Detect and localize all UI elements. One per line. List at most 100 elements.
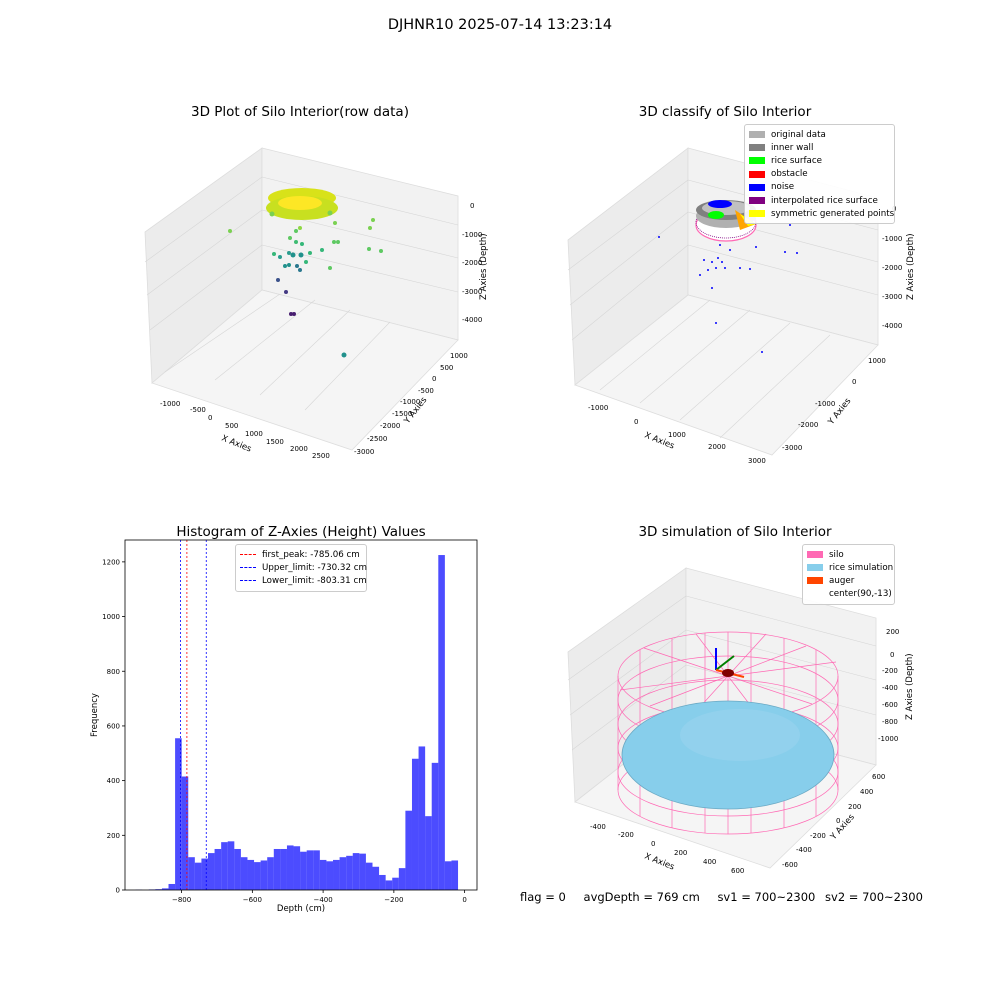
histogram-bar [306, 850, 314, 890]
histogram-ytick-label: 400 [107, 777, 120, 785]
p1-zlabel: Z Axies (Depth) [479, 233, 489, 300]
p1-xtick: -500 [190, 406, 206, 414]
p4-ytick: 0 [836, 817, 840, 825]
p2-ytick: 1000 [868, 357, 886, 365]
auger-glyph [715, 648, 745, 678]
p4-ztick: 200 [886, 628, 899, 636]
p4-ztick: 0 [890, 651, 894, 659]
histogram-xtick-label: −400 [313, 896, 332, 904]
panel1-title: 3D Plot of Silo Interior(row data) [191, 104, 409, 120]
legend-line [240, 554, 256, 556]
p1-xtick: 500 [225, 422, 238, 430]
histogram-bar [254, 862, 261, 890]
p4-ztick: -600 [882, 701, 898, 709]
p1-ytick: -3000 [354, 448, 374, 456]
histogram-bar [280, 848, 287, 890]
histogram-ylabel: Frequency [90, 693, 100, 737]
legend-swatch [807, 591, 823, 598]
p2-ztick: -1000 [882, 235, 902, 243]
legend-swatch [749, 210, 765, 218]
p2-xtick: 1000 [668, 431, 686, 439]
panel4-tick-labels: -400 -200 0 200 400 600 600 400 200 0 -2… [590, 628, 899, 875]
histogram-legend: first_peak: -785.06 cm Upper_limit: -730… [235, 544, 367, 592]
p1-ytick: -500 [418, 387, 434, 395]
p4-ylabel: Y Axies [828, 812, 857, 843]
p4-xtick: 200 [674, 849, 687, 857]
legend-label: interpolated rice surface [771, 195, 878, 206]
histogram-bar [398, 868, 406, 890]
p2-xtick: 0 [634, 418, 638, 426]
histogram-frame [124, 539, 478, 891]
legend-entry: obstacle [749, 168, 890, 181]
histogram-bar [418, 746, 426, 890]
p1-ytick: -2500 [367, 435, 387, 443]
histogram-bar [313, 850, 320, 890]
legend-label: Upper_limit: -730.32 cm [262, 562, 367, 573]
histogram-bar [214, 848, 222, 890]
legend-label: rice simulation [829, 562, 894, 573]
histogram-bar [267, 857, 274, 890]
legend-swatch [749, 183, 765, 191]
panel2-tick-labels: -1000 0 1000 2000 3000 1000 0 -1000 -200… [588, 205, 902, 465]
sv1-text: sv1 = 700~2300 [717, 890, 816, 904]
histogram-ytick-label: 0 [116, 887, 120, 895]
legend-entry: noise [749, 181, 890, 194]
p1-xtick: 2000 [290, 445, 308, 453]
legend-entry: silo [807, 548, 890, 561]
histogram-ytick-label: 1000 [102, 613, 120, 621]
histogram-xtick-label: −600 [243, 896, 262, 904]
p1-xtick: 0 [208, 414, 212, 422]
p2-ztick: -2000 [882, 264, 902, 272]
p4-ytick: -600 [782, 861, 798, 869]
legend-label: silo [829, 549, 844, 560]
legend-entry: rice simulation [807, 561, 894, 574]
histogram-ytick-label: 1200 [102, 558, 120, 566]
legend-label: center(90,-13) [829, 589, 892, 600]
histogram-bar [207, 853, 215, 890]
histogram-bar [319, 859, 327, 890]
histogram-bar [240, 857, 248, 890]
panel1-tick-labels: -1000 -500 0 500 1000 1500 2000 2500 100… [160, 202, 482, 460]
legend-swatch [807, 551, 823, 559]
legend-entry: symmetric generated points [749, 207, 894, 220]
sv2-text: sv2 = 700~2300 [825, 890, 923, 904]
histogram-bar [451, 860, 459, 890]
p2-ztick: -3000 [882, 293, 902, 301]
p4-xtick: 0 [651, 840, 655, 848]
panel2-axes-box [567, 147, 879, 456]
histogram-bar [168, 883, 176, 890]
p2-xtick: -1000 [588, 404, 608, 412]
panel2-legend: original data inner wall rice surface ob… [744, 124, 895, 225]
p1-ztick: -2000 [462, 259, 482, 267]
p4-ztick: -800 [882, 718, 898, 726]
p2-xtick: 3000 [748, 457, 766, 465]
histogram-bar [365, 862, 373, 890]
p4-xtick: -400 [590, 823, 606, 831]
p2-xtick: 2000 [708, 443, 726, 451]
histogram-bar [326, 861, 334, 890]
histogram-bar [175, 738, 182, 890]
histogram-bar [385, 880, 393, 890]
histogram-xtick-label: −200 [384, 896, 403, 904]
p1-ytick: -1500 [392, 410, 412, 418]
legend-swatch [807, 564, 823, 572]
histogram-bar [346, 855, 353, 890]
figure-title: DJHNR10 2025-07-14 13:23:14 [387, 17, 613, 33]
histogram-bar [352, 853, 360, 890]
panel4-gridlines [567, 595, 877, 751]
p4-ztick: -200 [882, 667, 898, 675]
histogram-bar [161, 888, 169, 890]
panel3-title: Histogram of Z-Axies (Height) Values [176, 524, 426, 540]
p1-ytick: -1000 [400, 398, 420, 406]
legend-label: inner wall [771, 142, 814, 153]
histogram-bar [293, 846, 301, 890]
legend-label: rice surface [771, 155, 822, 166]
avg-depth-text: avgDepth = 769 cm [583, 890, 700, 904]
legend-entry: interpolated rice surface [749, 194, 890, 207]
legend-label: obstacle [771, 169, 808, 180]
p4-ztick: -400 [882, 684, 898, 692]
legend-entry: original data [749, 128, 890, 141]
p1-ztick: -3000 [462, 288, 482, 296]
histogram-bar [221, 842, 228, 890]
